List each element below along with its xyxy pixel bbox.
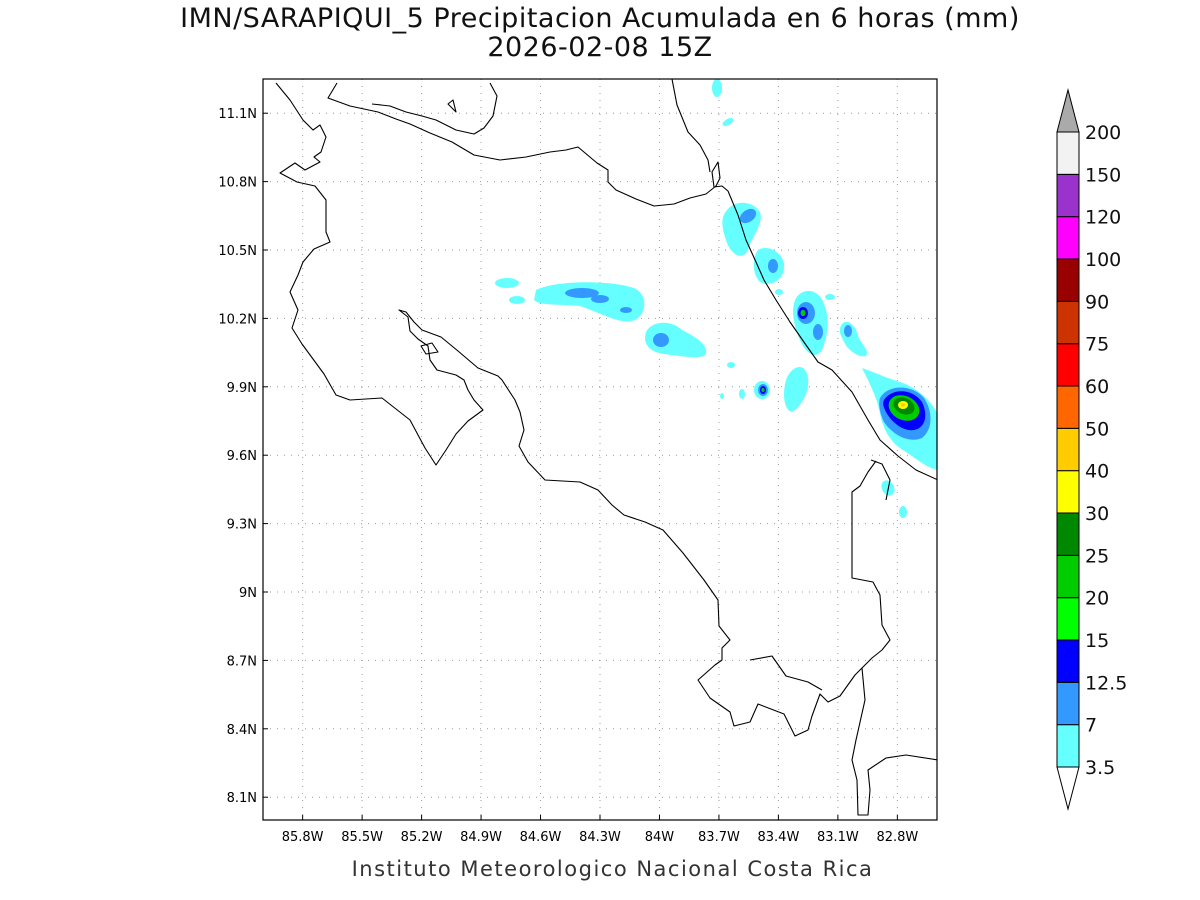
lon-tick-label: 84.9W <box>460 830 502 845</box>
colorbar-label: 60 <box>1085 376 1109 398</box>
colorbar-swatch-0 <box>1056 724 1080 768</box>
colorbar-label: 50 <box>1085 418 1109 440</box>
lat-tick-label: 10.2N <box>218 312 257 327</box>
colorbar-swatch-10 <box>1056 300 1080 345</box>
lat-tick-label: 8.4N <box>227 723 257 738</box>
lat-tick-label: 10.5N <box>218 244 257 259</box>
colorbar-swatch-12 <box>1056 216 1080 260</box>
caribbean-coast <box>727 190 937 481</box>
footer-credit: Instituto Meteorologico Nacional Costa R… <box>351 857 874 881</box>
colorbar-label: 15 <box>1085 630 1109 652</box>
title-block: IMN/SARAPIQUI_5 Precipitacion Acumulada … <box>0 4 1200 62</box>
graticule <box>263 79 937 820</box>
lat-tick-label: 9.3N <box>227 518 257 533</box>
precip-blob-cell-west <box>754 366 809 412</box>
lat-tick-label: 9.6N <box>227 449 257 464</box>
colorbar-label: 120 <box>1085 207 1121 229</box>
colorbar-swatch-1 <box>1056 681 1080 726</box>
colorbar-swatch-3 <box>1056 597 1080 641</box>
lon-tick-label: 83.4W <box>758 830 800 845</box>
lat-tick-label: 8.7N <box>227 654 257 669</box>
lat-tick-label: 9N <box>239 586 257 601</box>
lon-tick-label: 84.3W <box>579 830 621 845</box>
colorbar-swatch-5 <box>1056 512 1080 556</box>
nicaragua-caribbean-coast <box>671 79 711 173</box>
colorbar-swatch-9 <box>1056 343 1080 387</box>
colorbar-label: 200 <box>1085 122 1121 144</box>
colorbar-label: 25 <box>1085 545 1109 567</box>
lon-tick-label: 85.8W <box>282 830 324 845</box>
osa-detail <box>749 655 823 691</box>
lake-island <box>447 99 457 113</box>
precip-blob-north-border <box>712 79 785 295</box>
lat-tick-label: 10.8N <box>218 176 257 191</box>
lon-tick-label: 83.1W <box>817 830 859 845</box>
map-valid-time: 2026-02-08 15Z <box>487 32 713 63</box>
colorbar-arrow-high <box>1056 88 1080 133</box>
colorbar-swatch-6 <box>1056 470 1080 514</box>
lon-tick-label: 85.5W <box>341 830 383 845</box>
colorbar-swatch-7 <box>1056 427 1080 472</box>
colorbar-label: 7 <box>1085 715 1097 737</box>
colorbar-swatch-11 <box>1056 258 1080 302</box>
colorbar-arrow-low <box>1056 766 1080 811</box>
colorbar-swatch-13 <box>1056 173 1080 218</box>
colorbar-label: 20 <box>1085 588 1109 610</box>
lon-tick-label: 84W <box>645 830 675 845</box>
colorbar-swatch-4 <box>1056 554 1080 599</box>
southern-coast <box>851 667 937 816</box>
lat-tick-label: 9.9N <box>227 381 257 396</box>
map-title: IMN/SARAPIQUI_5 Precipitacion Acumulada … <box>180 3 1020 34</box>
colorbar-swatch-14 <box>1056 131 1080 175</box>
nicoya-island <box>420 342 439 355</box>
colorbar-swatch-8 <box>1056 385 1080 429</box>
lat-tick-labels: 11.1N 10.8N 10.5N 10.2N 9.9N 9.6N 9.3N 9N 8.7N 8.… <box>218 107 268 806</box>
precip-blob-central-band <box>495 278 745 399</box>
colorbar-label: 150 <box>1085 164 1121 186</box>
panama-border <box>870 459 891 501</box>
nicaragua-lake-shore <box>371 82 498 135</box>
lat-tick-label: 8.1N <box>227 791 257 806</box>
lon-tick-label: 82.8W <box>876 830 918 845</box>
lon-tick-label: 84.6W <box>520 830 562 845</box>
precip-blob-cell-central <box>793 290 868 357</box>
lon-tick-label: 85.2W <box>401 830 443 845</box>
colorbar-label: 75 <box>1085 334 1109 356</box>
nicaragua-border <box>327 82 729 207</box>
coastlines <box>275 79 937 816</box>
colorbar-label: 12.5 <box>1085 672 1127 694</box>
colorbar-label: 100 <box>1085 249 1121 271</box>
colorbar: 3.5 7 12.5 15 20 25 30 40 50 60 75 90 100 120 150 200 <box>1056 88 1127 811</box>
colorbar-label: 90 <box>1085 291 1109 313</box>
precip-blob-cell-east <box>862 368 937 518</box>
colorbar-label: 30 <box>1085 503 1109 525</box>
lat-tick-label: 11.1N <box>218 107 257 122</box>
precip-field <box>495 79 937 518</box>
lon-tick-labels: 85.8W 85.5W 85.2W 84.9W 84.6W 84.3W 84W 83.7W 83… <box>282 815 918 845</box>
colorbar-label: 3.5 <box>1085 757 1115 779</box>
map-frame <box>262 78 938 821</box>
pacific-coast <box>275 82 891 737</box>
colorbar-swatch-2 <box>1056 639 1080 683</box>
lon-tick-label: 83.7W <box>698 830 740 845</box>
colorbar-label: 40 <box>1085 461 1109 483</box>
